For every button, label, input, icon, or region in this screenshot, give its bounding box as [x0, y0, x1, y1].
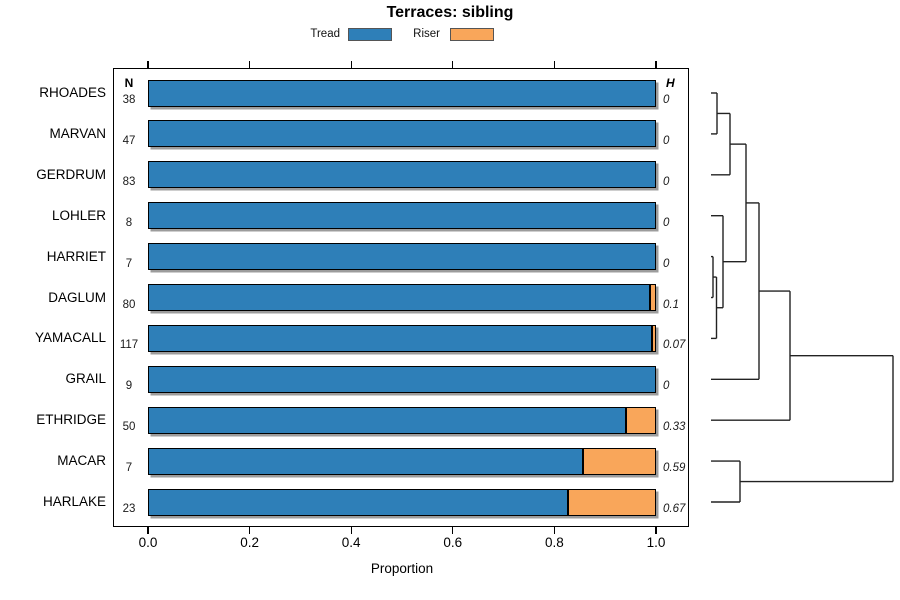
tread-segment: [148, 79, 656, 107]
n-value: 7: [125, 462, 133, 475]
chart-title: Terraces: sibling: [386, 4, 514, 21]
bar-row: [148, 161, 656, 189]
n-value: 23: [122, 503, 136, 515]
tread-segment: [148, 488, 568, 516]
h-value: 0.59: [663, 462, 686, 475]
x-tick-bottom: [553, 527, 556, 534]
n-column-header: N: [124, 76, 134, 90]
x-tick-label: 0.0: [138, 535, 158, 550]
x-tick-label: 1.0: [646, 535, 666, 550]
tread-segment: [148, 243, 656, 271]
riser-segment: [567, 488, 656, 516]
n-value: 80: [122, 298, 136, 311]
tread-segment: [148, 202, 656, 230]
legend-swatch-riser: [450, 28, 494, 41]
x-tick-top: [452, 61, 454, 68]
bar-row: [148, 406, 656, 434]
bar-row: [148, 243, 656, 271]
category-label: GRAIL: [65, 371, 106, 387]
h-value: 0: [663, 216, 670, 229]
x-tick-bottom: [147, 527, 149, 534]
x-tick-bottom: [655, 527, 657, 534]
x-tick-bottom: [350, 527, 352, 534]
category-label: MACAR: [57, 453, 106, 469]
riser-segment: [625, 406, 656, 434]
n-value: 7: [125, 257, 133, 270]
x-tick-top: [655, 61, 657, 68]
x-tick-top: [350, 61, 352, 68]
bar-row: [148, 365, 656, 393]
category-label: YAMACALL: [34, 330, 106, 346]
h-value: 0.07: [663, 339, 686, 352]
n-value: 50: [122, 421, 136, 434]
x-tick-label: 0.2: [240, 535, 259, 550]
tread-segment: [148, 365, 656, 393]
x-tick-label: 0.4: [341, 535, 361, 550]
h-column-header: H: [666, 76, 675, 90]
x-tick-label: 0.8: [545, 535, 564, 550]
h-value: 0: [663, 94, 670, 106]
x-tick-bottom: [452, 527, 454, 534]
x-tick-top: [147, 61, 149, 68]
category-label: HARRIET: [46, 248, 106, 264]
n-value: 38: [122, 94, 136, 106]
n-value: 8: [125, 216, 133, 229]
tread-segment: [148, 324, 652, 352]
tread-segment: [148, 161, 656, 189]
legend-label-riser: Riser: [413, 28, 440, 40]
n-value: 83: [122, 175, 136, 188]
h-value: 0: [663, 134, 670, 147]
tread-segment: [148, 447, 584, 475]
tread-segment: [148, 120, 656, 148]
riser-segment: [649, 284, 656, 311]
bar-row: [148, 202, 656, 230]
n-value: 117: [119, 339, 139, 352]
category-label: ETHRIDGE: [36, 412, 106, 428]
bar-row: [148, 284, 656, 311]
tread-segment: [148, 284, 650, 311]
bar-row: [148, 447, 656, 475]
n-value: 47: [122, 134, 136, 147]
riser-segment: [583, 447, 656, 475]
category-label: GERDRUM: [36, 166, 106, 182]
category-label: LOHLER: [51, 207, 106, 223]
legend-label-tread: Tread: [310, 28, 340, 40]
h-value: 0.1: [663, 298, 679, 311]
bar-row: [148, 324, 656, 352]
category-label: MARVAN: [49, 125, 106, 141]
category-label: HARLAKE: [42, 494, 106, 509]
category-label: RHOADES: [39, 85, 106, 100]
plot-frame: [113, 68, 689, 527]
bar-row: [148, 79, 656, 107]
tread-segment: [148, 406, 626, 434]
x-tick-bottom: [248, 527, 251, 534]
x-tick-top: [553, 61, 556, 68]
bar-row: [148, 120, 656, 148]
bar-row: [148, 488, 656, 516]
category-label: DAGLUM: [48, 289, 106, 305]
h-value: 0: [663, 380, 670, 393]
legend-swatch-tread: [348, 28, 392, 41]
x-axis-title: Proportion: [370, 561, 434, 576]
h-value: 0.67: [663, 503, 686, 515]
n-value: 9: [125, 380, 133, 393]
h-value: 0: [663, 175, 670, 188]
x-tick-label: 0.6: [443, 535, 463, 550]
x-tick-top: [248, 61, 251, 68]
riser-segment: [651, 324, 656, 352]
h-value: 0.33: [663, 421, 686, 434]
h-value: 0: [663, 257, 670, 270]
